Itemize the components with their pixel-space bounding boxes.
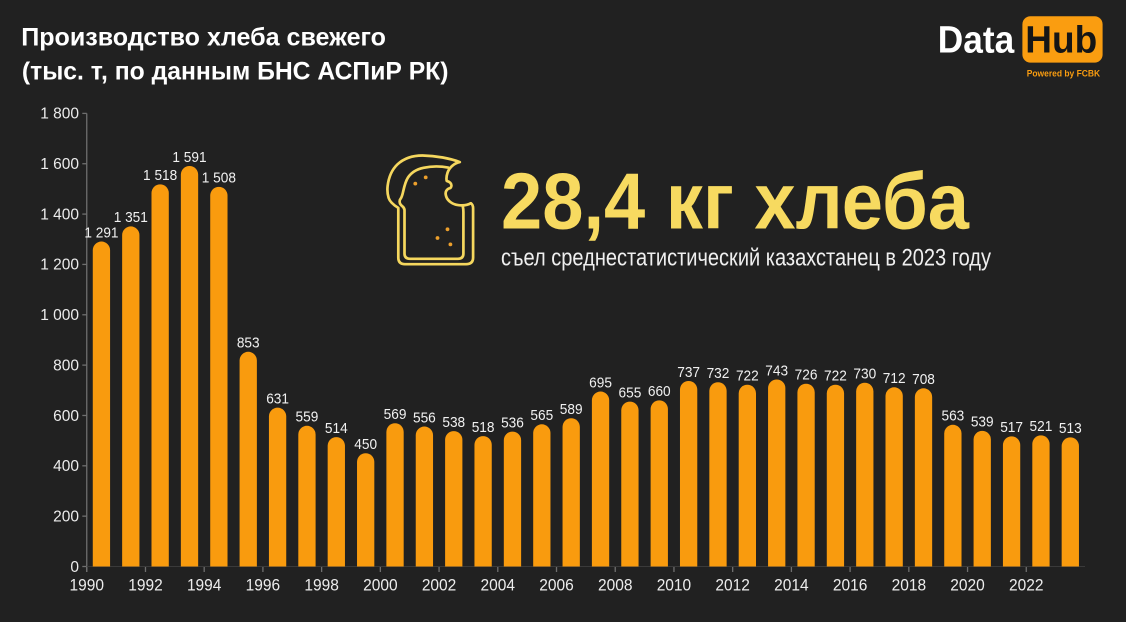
svg-text:2004: 2004 <box>481 575 516 594</box>
svg-text:(тыс. т, по данным БНС АСПиР Р: (тыс. т, по данным БНС АСПиР РК) <box>22 57 449 85</box>
svg-text:200: 200 <box>53 508 79 525</box>
svg-text:1 400: 1 400 <box>40 206 79 223</box>
svg-text:708: 708 <box>912 371 935 388</box>
svg-text:556: 556 <box>413 409 436 426</box>
svg-text:2018: 2018 <box>892 575 927 594</box>
svg-text:559: 559 <box>296 409 319 426</box>
svg-text:1990: 1990 <box>70 575 105 594</box>
svg-text:2002: 2002 <box>422 575 457 594</box>
svg-text:732: 732 <box>707 365 730 382</box>
svg-text:2016: 2016 <box>833 575 868 594</box>
svg-text:514: 514 <box>325 420 348 437</box>
svg-text:513: 513 <box>1059 420 1082 437</box>
svg-text:1992: 1992 <box>128 575 163 594</box>
svg-text:800: 800 <box>53 357 79 374</box>
svg-text:743: 743 <box>765 362 788 379</box>
svg-text:730: 730 <box>853 366 876 383</box>
svg-text:631: 631 <box>266 390 289 407</box>
svg-text:1 351: 1 351 <box>114 209 148 226</box>
svg-text:695: 695 <box>589 374 612 391</box>
svg-text:2014: 2014 <box>774 575 809 594</box>
svg-text:2006: 2006 <box>539 575 574 594</box>
svg-text:450: 450 <box>354 436 377 453</box>
svg-text:565: 565 <box>530 407 553 424</box>
svg-text:1 518: 1 518 <box>143 167 177 184</box>
svg-text:1 800: 1 800 <box>40 106 79 123</box>
svg-text:1 200: 1 200 <box>40 257 79 274</box>
svg-text:1 600: 1 600 <box>40 156 79 173</box>
svg-text:съел среднестатистический каза: съел среднестатистический казахстанец в … <box>501 246 991 272</box>
svg-text:1998: 1998 <box>304 575 339 594</box>
svg-text:400: 400 <box>53 458 79 475</box>
svg-text:1994: 1994 <box>187 575 222 594</box>
svg-text:2022: 2022 <box>1009 575 1044 594</box>
svg-text:538: 538 <box>442 414 465 431</box>
svg-text:722: 722 <box>736 368 759 385</box>
svg-text:737: 737 <box>677 364 700 381</box>
svg-text:569: 569 <box>384 406 407 423</box>
svg-text:536: 536 <box>501 414 524 431</box>
svg-text:517: 517 <box>1000 419 1023 436</box>
svg-text:1996: 1996 <box>246 575 281 594</box>
svg-text:655: 655 <box>619 384 642 401</box>
svg-text:Powered by FCBK: Powered by FCBK <box>1027 69 1101 80</box>
svg-text:2010: 2010 <box>657 575 692 594</box>
svg-text:Производство хлеба свежего: Производство хлеба свежего <box>21 24 386 52</box>
svg-text:539: 539 <box>971 414 994 431</box>
svg-text:Data: Data <box>938 19 1015 62</box>
svg-text:2000: 2000 <box>363 575 398 594</box>
svg-text:589: 589 <box>560 401 583 418</box>
svg-text:1 508: 1 508 <box>202 170 236 187</box>
svg-text:660: 660 <box>648 383 671 400</box>
svg-text:1 591: 1 591 <box>172 149 206 166</box>
svg-text:521: 521 <box>1030 418 1053 435</box>
svg-text:600: 600 <box>53 408 79 425</box>
svg-text:1 291: 1 291 <box>84 224 118 241</box>
svg-text:722: 722 <box>824 368 847 385</box>
svg-text:2020: 2020 <box>950 575 985 594</box>
svg-text:518: 518 <box>472 419 495 436</box>
svg-text:563: 563 <box>941 408 964 425</box>
svg-text:2012: 2012 <box>715 575 750 594</box>
svg-text:2008: 2008 <box>598 575 633 594</box>
svg-text:0: 0 <box>70 559 79 576</box>
svg-text:1 000: 1 000 <box>40 307 79 324</box>
svg-text:Hub: Hub <box>1025 19 1097 62</box>
svg-text:712: 712 <box>883 370 906 387</box>
svg-text:853: 853 <box>237 335 260 352</box>
svg-text:28,4 кг хлеба: 28,4 кг хлеба <box>501 156 969 245</box>
svg-text:726: 726 <box>795 367 818 384</box>
